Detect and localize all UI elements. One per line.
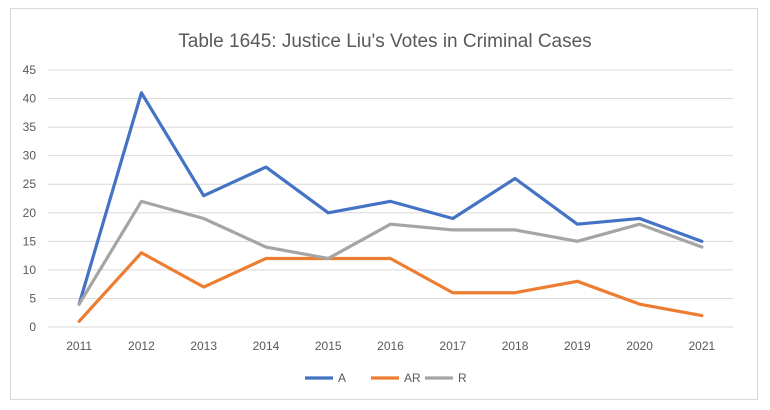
- y-tick-label: 40: [23, 92, 37, 106]
- series-line-r: [77, 199, 704, 306]
- x-tick-label: 2016: [377, 339, 404, 353]
- x-tick-label: 2012: [128, 339, 155, 353]
- y-tick-label: 15: [23, 234, 37, 248]
- x-tick-label: 2011: [66, 339, 92, 353]
- y-tick-label: 0: [29, 320, 36, 334]
- y-tick-label: 5: [29, 291, 36, 305]
- x-tick-label: 2018: [502, 339, 529, 353]
- x-tick-label: 2015: [315, 339, 342, 353]
- chart-title: Table 1645: Justice Liu's Votes in Crimi…: [178, 31, 591, 52]
- x-tick-label: 2017: [439, 339, 466, 353]
- y-tick-label: 35: [23, 120, 37, 134]
- series-line-ar: [77, 251, 704, 323]
- y-tick-label: 10: [23, 263, 37, 277]
- chart-area: [10, 8, 758, 400]
- x-tick-label: 2013: [190, 339, 217, 353]
- x-tick-label: 2014: [253, 339, 280, 353]
- series-line-a: [77, 91, 704, 306]
- legend-label-a: A: [338, 371, 346, 385]
- legend-label-r: R: [458, 371, 467, 385]
- y-tick-label: 30: [23, 149, 37, 163]
- x-tick-label: 2019: [564, 339, 591, 353]
- y-tick-label: 20: [23, 206, 37, 220]
- y-tick-label: 45: [23, 63, 37, 77]
- legend-label-ar: AR: [404, 371, 421, 385]
- x-tick-label: 2021: [689, 339, 716, 353]
- y-tick-label: 25: [23, 177, 37, 191]
- x-tick-label: 2020: [626, 339, 653, 353]
